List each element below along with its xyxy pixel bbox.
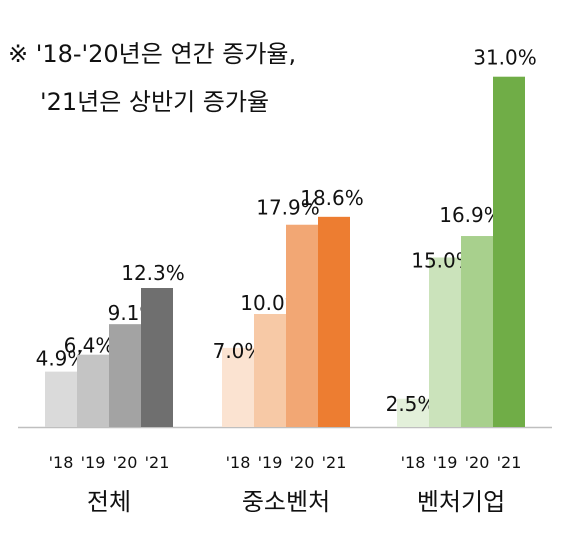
bar: [286, 224, 318, 427]
bar: [45, 371, 77, 427]
bar: [77, 354, 109, 427]
year-tick-label: '19: [258, 453, 283, 472]
bar: [109, 324, 141, 427]
bar: [222, 347, 254, 427]
year-tick-label: '20: [290, 453, 315, 472]
bar: [318, 216, 350, 427]
year-tick-label: '20: [113, 453, 138, 472]
bar-value-label: 18.6%: [300, 186, 364, 210]
bar: [461, 236, 493, 427]
category-label: 전체: [87, 488, 131, 516]
category-label: 중소벤처: [242, 488, 330, 516]
bar-value-label: 12.3%: [121, 261, 185, 285]
bar: [254, 314, 286, 427]
year-tick-label: '18: [49, 453, 74, 472]
bar: [141, 288, 173, 427]
year-tick-label: '21: [322, 453, 347, 472]
year-tick-label: '19: [433, 453, 458, 472]
year-tick-label: '20: [465, 453, 490, 472]
bar: [429, 257, 461, 427]
bar-value-label: 31.0%: [473, 46, 537, 70]
bar-value-label: 16.9%: [439, 203, 503, 227]
year-tick-label: '18: [226, 453, 251, 472]
bar: [493, 76, 525, 427]
year-tick-label: '21: [145, 453, 170, 472]
chart-note-line1: ※ '18-'20년은 연간 증가율,: [8, 40, 297, 68]
year-tick-label: '21: [497, 453, 522, 472]
bar-value-label: 6.4%: [64, 334, 115, 358]
chart-note-line2: '21년은 상반기 증가율: [40, 88, 270, 116]
bar-value-label: 17.9%: [256, 196, 320, 220]
year-tick-label: '18: [401, 453, 426, 472]
category-label: 벤처기업: [417, 488, 505, 516]
bar-value-label: 2.5%: [386, 392, 437, 416]
bar: [397, 398, 429, 427]
year-tick-label: '19: [81, 453, 106, 472]
